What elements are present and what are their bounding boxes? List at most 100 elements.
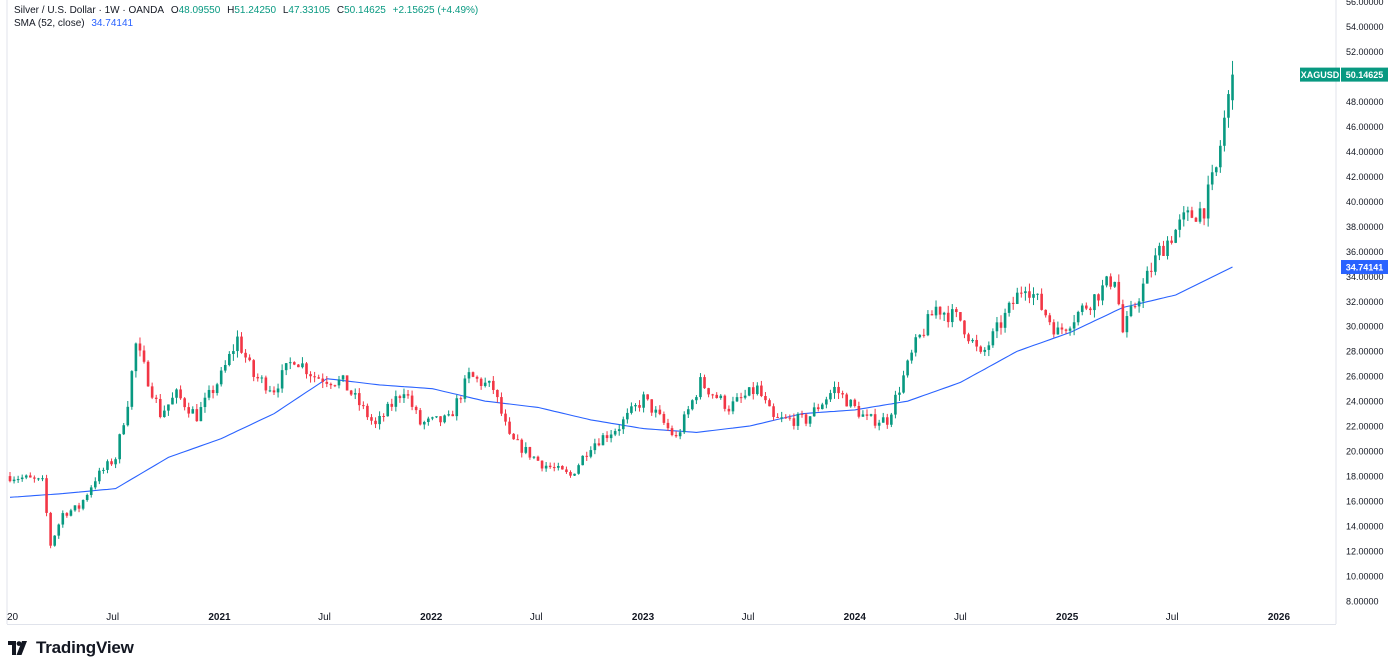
candle-body [199, 407, 203, 422]
candle [53, 535, 56, 547]
candle-body [264, 377, 268, 391]
price-badges: XAGUSD 50.14625 34.74141 [1300, 67, 1388, 275]
candle-body [1158, 245, 1161, 256]
candle-body [1162, 245, 1165, 256]
candle [431, 416, 434, 421]
candle [845, 392, 848, 407]
candle [873, 408, 877, 429]
candle [487, 380, 491, 387]
candle-body [597, 443, 601, 446]
candle [682, 411, 686, 434]
candle [711, 393, 714, 399]
candle-body [800, 413, 804, 415]
candle-body [1040, 293, 1043, 310]
candle [699, 373, 702, 400]
candle [934, 300, 938, 319]
candle [731, 396, 735, 415]
tradingview-logo[interactable]: TradingView [8, 638, 134, 658]
symbol-badge [1300, 67, 1340, 82]
time-axis[interactable]: 20 Jul 2021 Jul 2022 Jul 2023 Jul 2024 Jul 2025 Jul… [7, 612, 1291, 623]
candle-body [857, 406, 861, 417]
candle [816, 403, 820, 412]
candle [500, 392, 503, 417]
candle [946, 305, 950, 328]
candle-body [504, 413, 507, 422]
candle [1227, 90, 1230, 128]
candle-body [711, 394, 714, 396]
candle-body [1113, 281, 1117, 287]
candle-body [747, 387, 751, 396]
candle [219, 367, 223, 387]
candle-body [228, 353, 231, 366]
candle-body [305, 363, 308, 375]
indicator-legend[interactable]: SMA (52, close) 34.74141 [14, 18, 137, 30]
candle [1020, 286, 1023, 298]
candle [228, 351, 231, 367]
candle [24, 474, 28, 480]
candle [8, 472, 12, 483]
candle-body [81, 500, 85, 509]
candle-body [902, 375, 905, 393]
sma-badge [1341, 260, 1388, 275]
candle [447, 410, 450, 417]
candle [467, 367, 471, 384]
candle [455, 394, 459, 421]
candle-body [950, 309, 954, 323]
candle [577, 463, 580, 475]
candle [747, 387, 751, 397]
candle [1007, 301, 1011, 317]
candle [1214, 166, 1218, 176]
candle-body [276, 388, 280, 393]
price-axis[interactable]: 8.00000 10.00000 12.00000 14.00000 16.00000 1… [1346, 0, 1384, 607]
candle-body [609, 434, 613, 439]
candle-body [1068, 328, 1072, 331]
candle-body [353, 393, 357, 395]
candle-body [244, 352, 247, 358]
candle [788, 414, 792, 421]
candle [508, 417, 511, 435]
candle [297, 364, 300, 368]
candle-body [1178, 219, 1182, 230]
candle [857, 401, 861, 419]
candle-body [650, 399, 654, 413]
candle-body [821, 404, 824, 410]
candle-body [390, 403, 394, 407]
candle [106, 459, 109, 474]
candle-body [410, 395, 414, 407]
candle [804, 413, 808, 427]
candle-body [382, 415, 385, 417]
candle-body [707, 388, 710, 395]
candle-body [106, 461, 109, 470]
candle [89, 485, 93, 498]
candle [1137, 298, 1141, 313]
symbol-title[interactable]: Silver / U.S. Dollar · 1W · OANDA [14, 5, 165, 16]
open-label: O [170, 5, 179, 16]
candle [609, 429, 613, 443]
candle [975, 334, 978, 352]
candle-body [8, 476, 12, 482]
candle-body [540, 460, 544, 469]
candle-body [666, 422, 670, 429]
candle-body [207, 389, 211, 398]
ohlc-legend: Silver / U.S. Dollar · 1W · OANDA O48.09… [14, 5, 482, 17]
candle-body [1170, 240, 1173, 243]
candle-body [333, 385, 337, 387]
candle [146, 360, 150, 387]
candle-body [1028, 291, 1031, 298]
candle-body [1101, 285, 1104, 301]
candle-body [1097, 294, 1100, 301]
candle [617, 424, 621, 436]
candle-body [1214, 167, 1218, 173]
candle [1198, 201, 1202, 224]
candle [475, 375, 479, 383]
candle [520, 438, 524, 458]
candle-body [1219, 145, 1222, 168]
candle-body [869, 414, 873, 416]
y-tick-label: 36.00000 [1346, 247, 1384, 257]
candle [41, 475, 44, 482]
candle [57, 523, 61, 539]
candle [382, 413, 385, 422]
candle-body [61, 513, 65, 525]
candle-body [179, 389, 182, 399]
